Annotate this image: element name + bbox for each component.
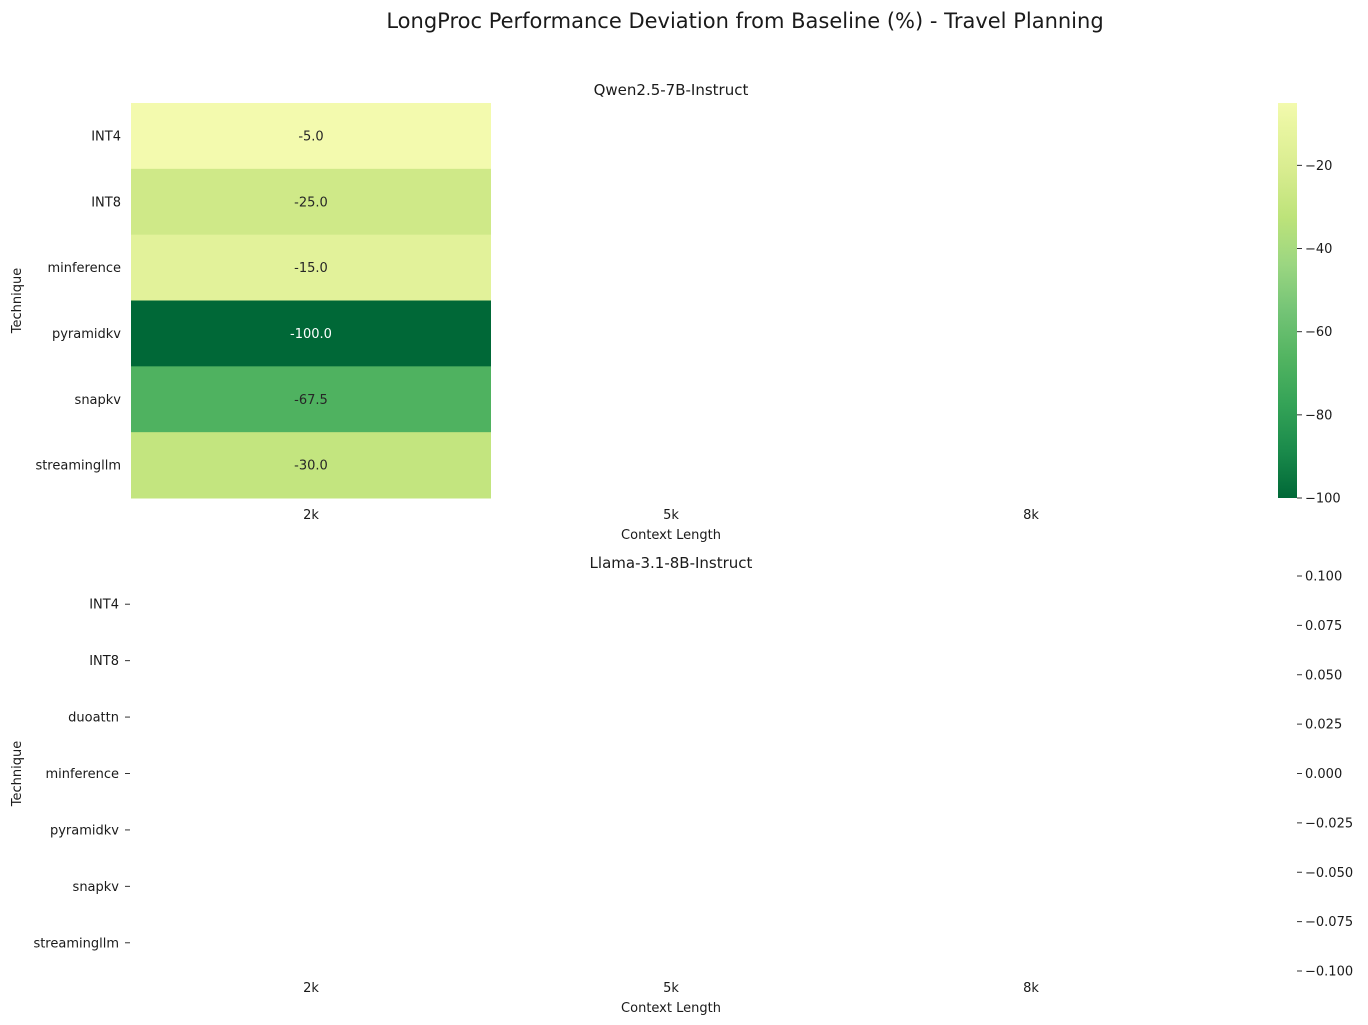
x-tick-label: 8k	[1023, 981, 1039, 996]
colorbar-tick-label: −60	[1305, 325, 1332, 340]
y-tick-label: minference	[47, 261, 121, 276]
colorbar-tick-label: 0.050	[1305, 668, 1342, 683]
y-tick-label: snapkv	[75, 393, 122, 408]
y-tick-label: INT4	[89, 598, 119, 613]
y-tick-label: minference	[45, 767, 119, 782]
y-tick-label: INT4	[91, 129, 121, 144]
cell-annotation: -100.0	[290, 327, 332, 342]
cell-annotation: -67.5	[294, 393, 328, 408]
y-tick-label: INT8	[89, 654, 119, 669]
colorbar-gradient	[1278, 103, 1297, 498]
heatmap-cell	[131, 103, 491, 170]
heatmap-cell	[131, 234, 491, 301]
heatmap-panel-2: Llama-3.1-8B-Instruct INT4 INT8 duoattn minf…	[10, 554, 1353, 1016]
y-tick-label: duoattn	[68, 711, 119, 726]
y-tick-label: pyramidkv	[50, 823, 119, 838]
heatmap-cell	[131, 432, 491, 499]
x-tick-label: 5k	[663, 508, 679, 523]
colorbar-tick-label: 0.025	[1305, 718, 1342, 733]
x-tick-label: 2k	[303, 508, 319, 523]
y-axis-label: Technique	[10, 741, 25, 807]
colorbar-tick-label: −80	[1305, 408, 1332, 423]
colorbar-tick-label: −0.100	[1305, 965, 1353, 980]
x-axis-label: Context Length	[621, 528, 721, 543]
figure-title: LongProc Performance Deviation from Base…	[386, 9, 1103, 33]
y-axis-label: Technique	[10, 268, 25, 334]
cell-annotation: -30.0	[294, 459, 328, 474]
heatmap-cell	[131, 366, 491, 433]
cell-annotation: -25.0	[294, 195, 328, 210]
y-tick-label: INT8	[91, 195, 121, 210]
heatmap-cell	[131, 300, 491, 367]
colorbar-tick-label: −100	[1305, 492, 1341, 507]
x-tick-label: 2k	[303, 981, 319, 996]
heatmap-panel-1: Qwen2.5-7B-Instruct -5.0 -25.0 -15.0 -100.0 -…	[10, 81, 1341, 543]
colorbar-tick-label: −40	[1305, 242, 1332, 257]
x-tick-label: 5k	[663, 981, 679, 996]
colorbar: −20 −40 −60 −80 −100	[1278, 103, 1341, 507]
cell-annotation: -15.0	[294, 261, 328, 276]
heatmap-cell	[131, 168, 491, 236]
colorbar-tick-label: −20	[1305, 159, 1332, 174]
panel-title: Qwen2.5-7B-Instruct	[594, 81, 749, 99]
x-axis-label: Context Length	[621, 1001, 721, 1016]
y-tick-label: pyramidkv	[52, 327, 121, 342]
y-tick-label: snapkv	[73, 880, 120, 895]
y-tick-label: streamingllm	[35, 459, 121, 474]
colorbar-tick-label: −0.025	[1305, 816, 1353, 831]
colorbar: 0.100 0.075 0.050 0.025 0.000 −0.025 −0.050 −0.…	[1297, 570, 1353, 980]
heatmap-panels: Qwen2.5-7B-Instruct -5.0 -25.0 -15.0 -100.0 -…	[10, 81, 1353, 1016]
colorbar-tick-label: 0.100	[1305, 570, 1342, 585]
colorbar-tick-label: 0.000	[1305, 767, 1342, 782]
colorbar-tick-label: 0.075	[1305, 619, 1342, 634]
cell-annotation: -5.0	[298, 129, 323, 144]
colorbar-tick-label: −0.075	[1305, 915, 1353, 930]
colorbar-tick-label: −0.050	[1305, 866, 1353, 881]
y-tick-label: streamingllm	[33, 936, 119, 951]
panel-title: Llama-3.1-8B-Instruct	[590, 554, 753, 572]
x-tick-label: 8k	[1023, 508, 1039, 523]
